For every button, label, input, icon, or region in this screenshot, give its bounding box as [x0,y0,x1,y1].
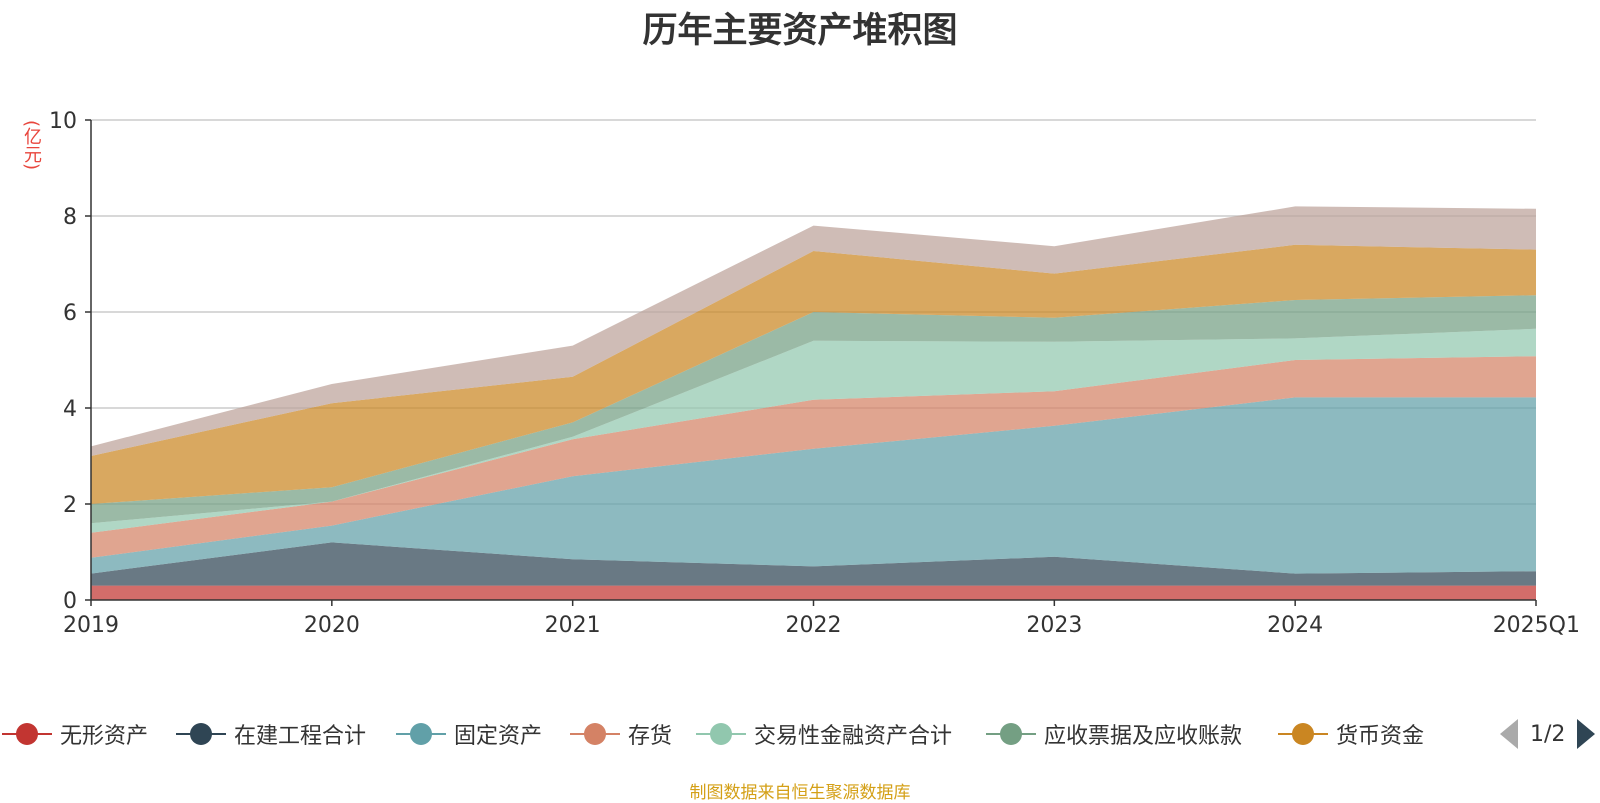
legend-item-receivables[interactable]: 应收票据及应收账款 [986,716,1242,752]
legend-label: 固定资产 [454,724,543,749]
x-tick-label: 2023 [1026,613,1082,638]
next-page-icon[interactable] [1577,719,1596,749]
area-series-4 [91,328,1536,533]
legend-item-intangible-assets[interactable]: 无形资产 [2,716,148,752]
x-tick-label: 2025Q1 [1493,613,1580,638]
legend-marker-icon [2,719,52,749]
legend-marker-icon [696,719,746,749]
x-tick-label: 2024 [1267,613,1323,638]
legend-label: 应收票据及应收账款 [1044,724,1243,749]
area-series [91,206,1536,600]
legend-label: 无形资产 [60,724,149,749]
area-series-6 [91,244,1536,505]
y-tick-label: 8 [63,205,77,230]
area-series-0 [91,585,1536,600]
legend-marker-icon [986,719,1036,749]
x-tick-label: 2019 [63,613,119,638]
x-tick-label: 2021 [545,613,601,638]
legend-marker-icon [1278,719,1328,749]
chart-title: 历年主要资产堆积图 [642,11,958,51]
legend-marker-icon [396,719,446,749]
y-axis-unit-label: (亿元) [21,120,42,171]
legend-item-cash[interactable]: 货币资金 [1278,716,1424,752]
area-series-1 [91,542,1536,586]
legend: 无形资产 在建工程合计 固定资产 存货 交易性金融资产合计 应收票据及应收账款 [0,716,1600,752]
legend-pager: 1/2 [1500,716,1596,752]
legend-label: 在建工程合计 [234,724,367,749]
y-tick-label: 2 [63,493,77,518]
area-series-2 [91,397,1536,574]
y-tick-label: 6 [63,301,77,326]
legend-item-fixed-assets[interactable]: 固定资产 [396,716,542,752]
x-tick-label: 2020 [304,613,360,638]
tick-labels: 0 2 4 6 8 10 2019 2020 2021 2022 2023 2024 2025Q1 [49,109,1580,638]
legend-item-trading-financial-assets[interactable]: 交易性金融资产合计 [696,716,952,752]
page-indicator: 1/2 [1530,721,1566,747]
x-tick-label: 2022 [786,613,842,638]
legend-label: 货币资金 [1336,724,1425,749]
legend-label: 交易性金融资产合计 [754,724,953,749]
data-source-note: 制图数据来自恒生聚源数据库 [689,783,911,803]
previous-page-icon[interactable] [1500,719,1518,749]
legend-marker-icon [176,719,226,749]
area-series-other [91,206,1536,456]
legend-item-construction-in-progress[interactable]: 在建工程合计 [176,716,366,752]
legend-item-inventory[interactable]: 存货 [570,716,672,752]
y-tick-label: 4 [63,397,77,422]
area-series-3 [91,356,1536,558]
stacked-area-chart: 0 2 4 6 8 10 2019 2020 2021 2022 2023 2024 2025Q1 [49,109,1580,638]
area-series-5 [91,295,1536,524]
legend-label: 存货 [628,724,673,749]
axes [85,119,1537,606]
y-tick-label: 0 [63,589,77,614]
legend-marker-icon [570,719,620,749]
y-tick-label: 10 [49,109,77,134]
